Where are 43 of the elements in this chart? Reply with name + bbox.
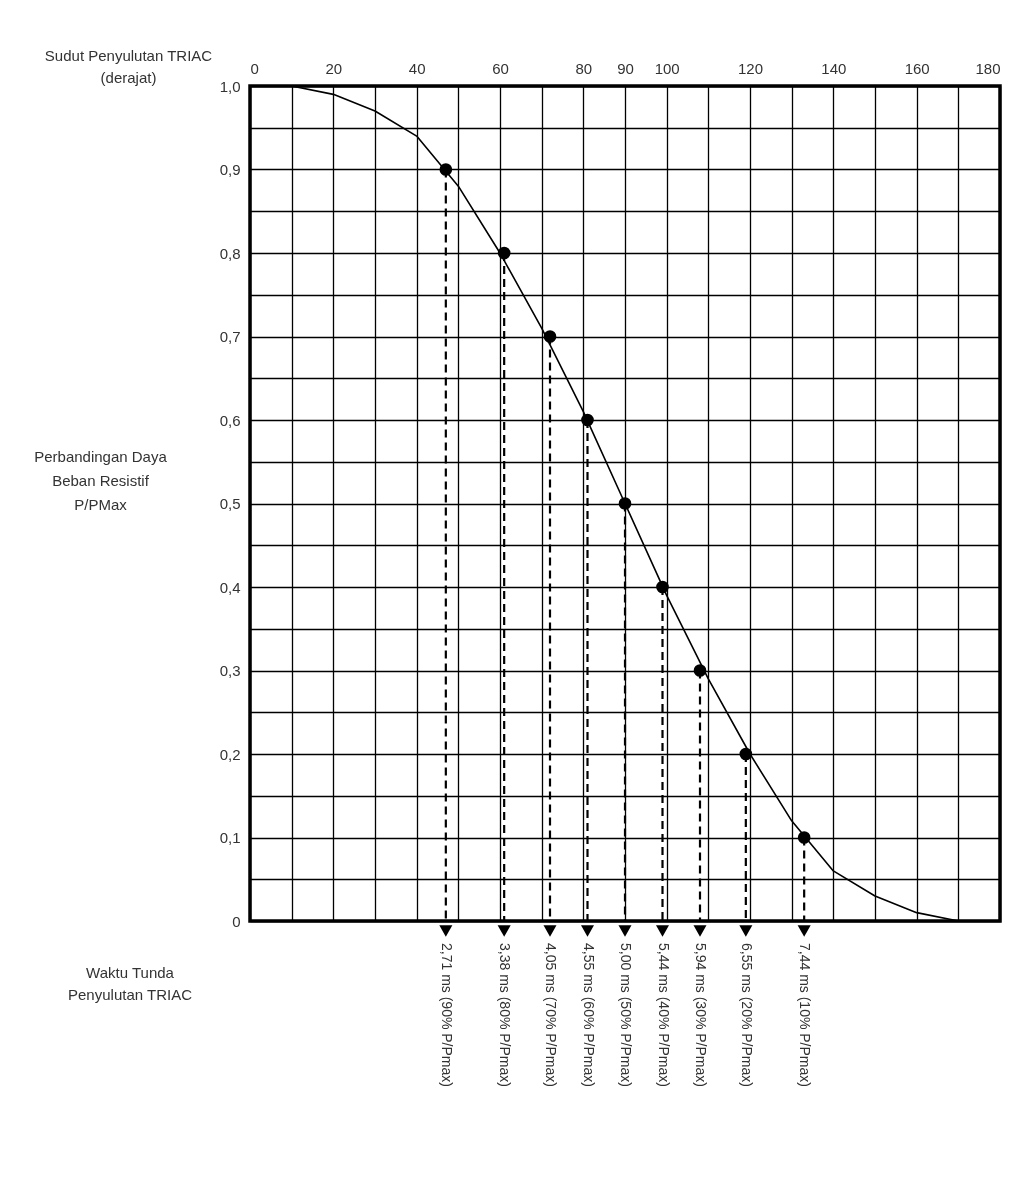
y-tick-label: 0,9 — [219, 161, 241, 178]
x-tick-label: 90 — [617, 59, 634, 77]
y-tick-label: 1,0 — [219, 77, 241, 95]
point — [618, 497, 632, 510]
annotation: 4,55 ms (60% P/Pmax) — [580, 943, 597, 1087]
text: Waktu Tunda Penyulutan TRIAC — [68, 964, 193, 1003]
x-tick-label: 140 — [821, 59, 847, 77]
point — [497, 246, 511, 260]
y-tick-label: 0,4 — [219, 578, 241, 596]
x-tick-label: 180 — [975, 59, 1001, 77]
annotation: 6,55 ms (20% P/Pmax) — [738, 943, 755, 1087]
annotation: 3,38 ms (80% P/Pmax) — [497, 943, 514, 1087]
y-tick-label: 0,5 — [219, 495, 241, 512]
annotation: 4,05 ms (70% P/Pmax) — [543, 943, 559, 1087]
y-axis-title: Perbandingan Daya Beban Resistif P/PMax — [34, 447, 168, 513]
x-tick-label: 160 — [904, 59, 930, 77]
point — [439, 163, 453, 176]
y-tick-label: 0,8 — [219, 244, 241, 262]
y-tick-label: 0,2 — [219, 745, 241, 763]
x-tick-label: 20 — [325, 59, 343, 77]
x-axis-title: Sudut Penyulutan TRIAC (derajat) — [44, 46, 213, 86]
y-tick-label: 0,6 — [219, 411, 241, 429]
point — [797, 831, 811, 844]
y-tick-label: 0 — [232, 912, 241, 930]
point — [543, 330, 557, 343]
x-tick-label: 80 — [575, 59, 593, 77]
annotation: 5,44 ms (40% P/Pmax) — [655, 943, 672, 1087]
point — [656, 580, 669, 594]
x-tick-label: 100 — [654, 59, 680, 77]
y-tick-label: 0,1 — [219, 829, 241, 846]
annotation: 5,94 ms (30% P/Pmax) — [693, 943, 709, 1087]
annotation: 7,44 ms (10% P/Pmax) — [797, 943, 814, 1087]
point — [739, 747, 753, 761]
x-tick-label: 0 — [250, 59, 259, 77]
point — [693, 664, 707, 677]
annotation: 5,00 ms (50% P/Pmax) — [618, 943, 634, 1087]
point — [581, 413, 594, 427]
x-tick-label: 40 — [408, 59, 426, 77]
annotation: 2,71 ms (90% P/Pmax) — [438, 943, 455, 1087]
x-tick-label: 120 — [737, 59, 764, 77]
y-tick-label: 0,3 — [219, 662, 241, 679]
x-tick-label: 60 — [492, 59, 509, 77]
y-tick-label: 0,7 — [219, 328, 241, 345]
